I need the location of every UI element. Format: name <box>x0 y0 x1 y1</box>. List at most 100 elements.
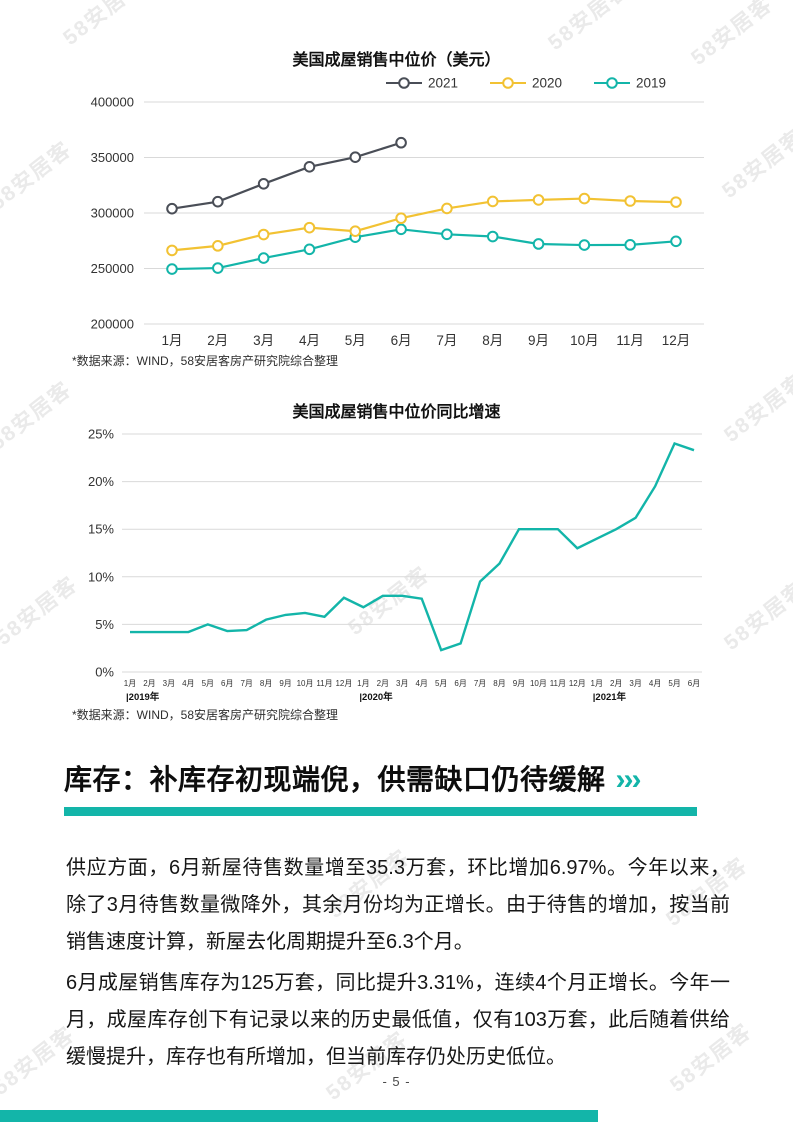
data-point-marker <box>441 228 453 241</box>
x-axis-label: 9月 <box>513 679 525 688</box>
x-axis-label: 4月 <box>649 679 661 688</box>
data-point-marker <box>303 243 316 256</box>
legend-marker <box>606 77 618 89</box>
x-axis-label: 12月 <box>662 333 691 348</box>
data-point-marker <box>532 238 545 250</box>
x-axis-label: 1月 <box>591 679 603 688</box>
data-point-marker <box>349 225 362 238</box>
chart1-source-note: *数据来源：WIND，58安居客房产研究院综合整理 <box>72 354 339 368</box>
x-axis-label: 5月 <box>345 333 366 348</box>
data-point-marker <box>257 252 270 264</box>
y-axis-label: 15% <box>88 522 114 537</box>
data-point-marker <box>395 136 407 149</box>
chart2-source-note: *数据来源：WIND，58安居客房产研究院综合整理 <box>72 708 339 722</box>
legend-label: 2021 <box>428 76 458 91</box>
y-axis-label: 25% <box>88 427 114 442</box>
x-axis-label: 2月 <box>610 679 622 688</box>
series-line-2021 <box>171 141 402 210</box>
x-axis-label: 4月 <box>415 679 427 688</box>
x-axis-label: 4月 <box>299 333 320 348</box>
data-point-marker <box>578 192 591 205</box>
x-axis-label: 6月 <box>221 679 233 688</box>
y-axis-label: 10% <box>88 569 114 584</box>
data-point-marker <box>212 240 224 252</box>
series-line-yoy <box>130 442 695 652</box>
x-axis-label: 2月 <box>377 679 389 688</box>
section-heading: 库存：补库存初现端倪，供需缺口仍待缓解 ››› <box>64 758 642 798</box>
series-line-2019 <box>171 228 677 271</box>
x-axis-label: 7月 <box>240 679 252 688</box>
data-point-marker <box>532 194 545 206</box>
data-point-marker <box>257 228 270 241</box>
x-axis-label: 7月 <box>436 333 457 348</box>
data-point-marker <box>166 202 178 215</box>
x-axis-label: 1月 <box>124 679 136 688</box>
data-point-marker <box>257 178 270 190</box>
data-point-marker <box>212 195 224 208</box>
chart2-title: 美国成屋销售中位价同比增速 <box>292 404 501 421</box>
x-axis-label: 5月 <box>202 679 214 688</box>
x-axis-label: 4月 <box>182 679 194 688</box>
data-point-marker <box>395 212 407 225</box>
data-point-marker <box>303 161 316 173</box>
legend-label: 2019 <box>636 76 666 91</box>
x-axis-label: 12月 <box>569 679 586 688</box>
data-point-marker <box>166 263 178 275</box>
heading-underline-bar <box>64 807 697 816</box>
paragraph-inventory: 6月成屋销售库存为125万套，同比提升3.31%，连续4个月正增长。今年一月，成… <box>66 972 730 1068</box>
y-axis-label: 300000 <box>91 206 134 221</box>
data-point-marker <box>303 221 316 234</box>
x-axis-label: 10月 <box>297 679 314 688</box>
section-heading-text: 库存：补库存初现端倪，供需缺口仍待缓解 <box>64 764 606 795</box>
x-axis-label: 8月 <box>482 333 503 348</box>
x-axis-label: 8月 <box>260 679 272 688</box>
x-axis-label: 11月 <box>550 679 566 688</box>
data-point-marker <box>395 223 407 236</box>
legend-marker <box>502 77 514 89</box>
data-point-marker <box>166 244 178 257</box>
series-line-2020 <box>171 197 677 252</box>
x-axis-label: 6月 <box>688 679 700 688</box>
y-axis-label: 20% <box>88 474 114 489</box>
x-axis-label: 3月 <box>396 679 408 688</box>
x-axis-label: 6月 <box>454 679 466 688</box>
y-axis-label: 5% <box>95 617 114 632</box>
bottom-accent-bar <box>0 1110 598 1122</box>
x-axis-label: 12月 <box>335 679 352 688</box>
page-number: - 5 - <box>382 1074 411 1089</box>
chevron-arrows-icon: ››› <box>615 763 642 796</box>
data-point-marker <box>441 202 453 215</box>
chart1-title: 美国成屋销售中位价（美元） <box>292 52 501 69</box>
year-marker-label: |2019年 <box>126 691 160 703</box>
y-axis-label: 400000 <box>91 95 134 110</box>
y-axis-label: 200000 <box>91 317 134 332</box>
data-point-marker <box>486 230 499 243</box>
x-axis-label: 6月 <box>391 333 412 348</box>
data-point-marker <box>624 195 636 207</box>
median-price-chart: 200000 250000 300000 350000 400000 1月 2月 3月 4月 5月… <box>91 76 704 348</box>
y-axis-label: 350000 <box>91 150 134 165</box>
year-marker-label: |2021年 <box>593 691 627 703</box>
x-axis-label: 11月 <box>616 333 644 348</box>
x-axis-label: 8月 <box>493 679 505 688</box>
data-point-marker <box>578 239 591 251</box>
x-axis-label: 5月 <box>668 679 680 688</box>
data-point-marker <box>624 239 636 251</box>
watermark-text: 58安居客 <box>59 0 150 50</box>
x-axis-label: 1月 <box>357 679 369 688</box>
x-axis-label: 3月 <box>253 333 274 348</box>
data-point-marker <box>486 195 499 208</box>
x-axis-label: 9月 <box>528 333 549 348</box>
y-axis-label: 0% <box>95 665 114 680</box>
data-point-marker <box>349 151 362 163</box>
x-axis-label: 1月 <box>161 333 182 348</box>
x-axis-label: 9月 <box>279 679 291 688</box>
x-axis-label: 11月 <box>316 679 332 688</box>
x-axis-label: 2月 <box>143 679 155 688</box>
x-axis-label: 10月 <box>570 333 599 348</box>
y-axis-label: 250000 <box>91 261 134 276</box>
yoy-growth-chart: 0%5%10%15%20%25%1月 2月 3月 4月 5月 6月 7月 8月 9月 10月 11月… <box>88 427 702 703</box>
x-axis-label: 10月 <box>530 679 547 688</box>
data-point-marker <box>670 235 682 248</box>
